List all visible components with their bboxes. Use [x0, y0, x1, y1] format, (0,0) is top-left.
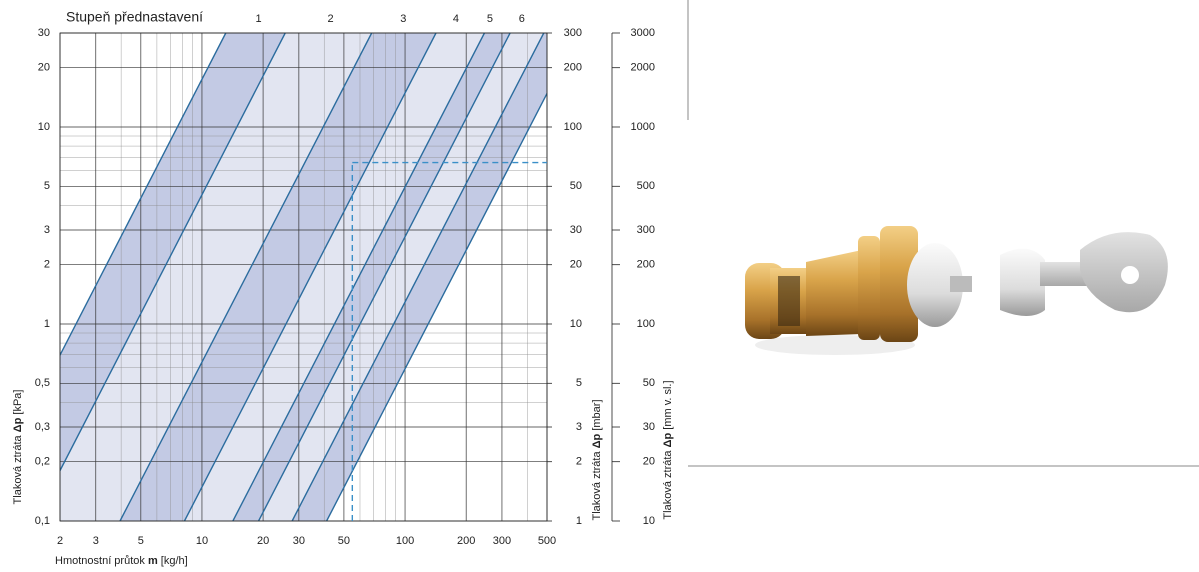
label-part: Hmotnostní průtok	[55, 555, 148, 567]
x-tick-label: 3	[93, 535, 99, 547]
label-part: m	[148, 555, 158, 567]
x-tick-label: 2	[57, 535, 63, 547]
y2-tick-label: 20	[570, 259, 582, 271]
y2-axis-label: Tlaková ztráta Δp [mbar]	[591, 399, 603, 520]
x-tick-label: 10	[196, 535, 208, 547]
y3-axis-label: Tlaková ztráta Δp [mm v. sl.]	[662, 380, 674, 519]
y2-tick-label: 30	[570, 224, 582, 236]
label-part: Tlaková ztráta	[12, 432, 24, 504]
y-tick-label: 20	[38, 62, 50, 74]
chart-title: Stupeň přednastavení	[66, 9, 203, 25]
y-tick-label: 0,1	[35, 515, 50, 527]
y3-tick-label: 300	[637, 224, 655, 236]
y2-tick-label: 1	[576, 515, 582, 527]
y3-tick-label: 30	[643, 421, 655, 433]
x-tick-label: 20	[257, 535, 269, 547]
page: Stupeň přednastavení Hmotnostní průtok m…	[0, 0, 1199, 572]
brass-body	[806, 250, 862, 336]
bands	[0, 33, 578, 521]
x-tick-label: 50	[338, 535, 350, 547]
label-part: [mm v. sl.]	[662, 380, 674, 432]
y-tick-label: 5	[44, 180, 50, 192]
y2-tick-label: 300	[564, 27, 582, 39]
preset-label: 2	[328, 13, 334, 25]
label-part: Δp	[591, 433, 603, 448]
y3-tick-label: 20	[643, 456, 655, 468]
y2-tick-label: 3	[576, 421, 582, 433]
label-part: [mbar]	[591, 399, 603, 433]
label-part: Δp	[662, 433, 674, 448]
y3-tick-label: 2000	[631, 62, 655, 74]
label-part: [kPa]	[12, 390, 24, 418]
y3-tick-label: 3000	[631, 27, 655, 39]
x-axis-label: Hmotnostní průtok m [kg/h]	[55, 555, 188, 567]
y2-tick-label: 50	[570, 180, 582, 192]
y2-tick-label: 5	[576, 377, 582, 389]
pin	[950, 276, 972, 292]
chart: Stupeň přednastavení Hmotnostní průtok m…	[0, 0, 1199, 572]
y3-tick-label: 10	[643, 515, 655, 527]
y-tick-label: 0,2	[35, 456, 50, 468]
preset-label: 4	[453, 13, 459, 25]
y2-tick-label: 10	[570, 318, 582, 330]
x-tick-label: 200	[457, 535, 475, 547]
label-part: Tlaková ztráta	[662, 447, 674, 519]
y-tick-label: 2	[44, 259, 50, 271]
x-tick-label: 500	[538, 535, 556, 547]
y2-tick-label: 200	[564, 62, 582, 74]
brass-ring	[858, 236, 880, 340]
x-tick-label: 100	[396, 535, 414, 547]
preset-label: 3	[400, 13, 406, 25]
x-tick-label: 300	[493, 535, 511, 547]
y-tick-label: 30	[38, 27, 50, 39]
y-tick-label: 3	[44, 224, 50, 236]
y3-tick-label: 500	[637, 180, 655, 192]
label-part: Δp	[12, 417, 24, 432]
y3-tick-label: 100	[637, 318, 655, 330]
y-tick-label: 0,3	[35, 421, 50, 433]
label-part: Tlaková ztráta	[591, 448, 603, 520]
x-tick-label: 5	[138, 535, 144, 547]
key-hole	[1121, 266, 1139, 284]
y2-tick-label: 100	[564, 121, 582, 133]
label-part: [kg/h]	[158, 555, 188, 567]
y2-tick-label: 2	[576, 456, 582, 468]
y3-tick-label: 1000	[631, 121, 655, 133]
y3-tick-label: 50	[643, 377, 655, 389]
preset-label: 5	[487, 13, 493, 25]
y3-tick-label: 200	[637, 259, 655, 271]
y-axis-label: Tlaková ztráta Δp [kPa]	[12, 390, 24, 505]
key-head	[1000, 249, 1045, 316]
window	[778, 276, 800, 326]
preset-label: 1	[256, 13, 262, 25]
x-tick-label: 30	[293, 535, 305, 547]
y-tick-label: 1	[44, 318, 50, 330]
y-tick-label: 10	[38, 121, 50, 133]
y-tick-label: 0,5	[35, 377, 50, 389]
preset-label: 6	[519, 13, 525, 25]
product-photo	[745, 226, 1168, 355]
